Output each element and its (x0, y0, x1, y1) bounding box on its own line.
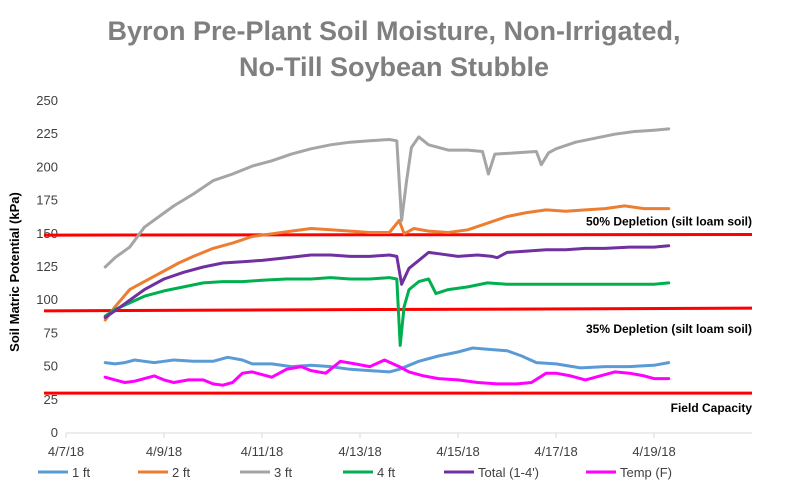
series-line-0 (103, 346, 671, 374)
chart-title-line-1: Byron Pre-Plant Soil Moisture, Non-Irrig… (107, 16, 680, 46)
series-lines (103, 127, 671, 387)
series-line-3 (103, 276, 671, 347)
legend-label: 1 ft (72, 465, 90, 480)
y-tick-label: 25 (44, 392, 58, 407)
y-axis-label: Soil Matric Potential (kPa) (7, 192, 22, 352)
y-tick-label: 125 (36, 259, 58, 274)
x-axis-ticks: 4/7/18 4/9/18 4/11/18 4/13/18 4/15/18 4/17/18… (48, 432, 752, 459)
legend-label: Total (1-4') (478, 465, 539, 480)
y-tick-label: 225 (36, 126, 58, 141)
x-tick-label: 4/15/18 (436, 444, 479, 459)
reference-label: Field Capacity (671, 401, 753, 415)
series-line-5 (103, 358, 671, 387)
x-tick-label: 4/17/18 (534, 444, 577, 459)
y-axis-ticks: 0 25 50 75 100 125 150 175 200 225 250 (36, 93, 58, 440)
reference-label: 35% Depletion (silt loam soil) (586, 322, 752, 336)
chart-title-line-2: No-Till Soybean Stubble (239, 52, 549, 82)
reference-label: 50% Depletion (silt loam soil) (586, 214, 752, 228)
x-tick-label: 4/9/18 (146, 444, 182, 459)
x-tick-label: 4/19/18 (632, 444, 675, 459)
legend-label: 4 ft (377, 465, 395, 480)
x-tick-label: 4/13/18 (338, 444, 381, 459)
series-line-4 (103, 244, 671, 319)
legend-label: 2 ft (172, 465, 190, 480)
reference-line (43, 232, 753, 237)
y-tick-label: 150 (36, 226, 58, 241)
y-tick-label: 75 (44, 325, 58, 340)
legend-label: 3 ft (274, 465, 292, 480)
legend: 1 ft 2 ft 3 ft 4 ft Total (1-4') Temp (F) (38, 465, 672, 480)
y-tick-label: 175 (36, 193, 58, 208)
y-tick-label: 0 (51, 425, 58, 440)
y-tick-label: 100 (36, 292, 58, 307)
reference-annotations: 50% Depletion (silt loam soil) 35% Deplet… (586, 214, 752, 415)
series-line-1 (103, 204, 671, 322)
series-line-2 (103, 127, 671, 269)
legend-label: Temp (F) (620, 465, 672, 480)
y-tick-label: 200 (36, 159, 58, 174)
x-tick-label: 4/11/18 (241, 444, 283, 459)
y-tick-label: 50 (44, 359, 58, 374)
x-tick-label: 4/7/18 (48, 444, 84, 459)
y-tick-label: 250 (36, 93, 58, 108)
